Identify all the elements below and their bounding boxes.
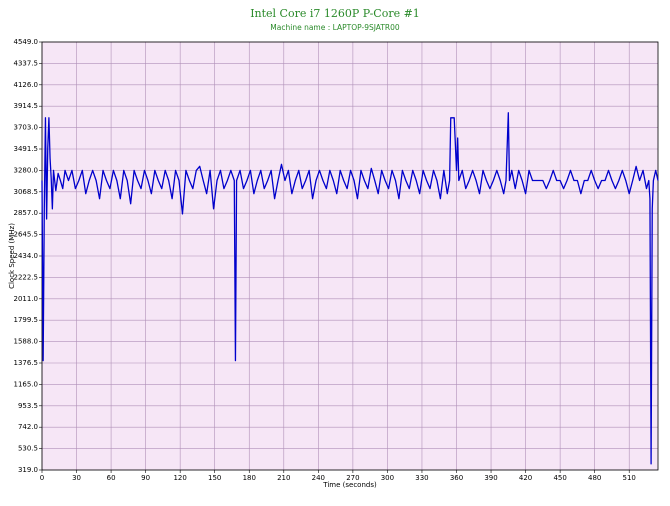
x-tick-label: 480 (588, 474, 601, 482)
y-tick-label: 2645.5 (14, 231, 39, 239)
y-tick-label: 1799.5 (14, 316, 39, 324)
x-tick-label: 450 (553, 474, 566, 482)
x-tick-label: 510 (623, 474, 636, 482)
x-tick-label: 330 (415, 474, 428, 482)
x-tick-label: 60 (107, 474, 116, 482)
x-axis-label: Time (seconds) (322, 481, 377, 489)
y-tick-label: 3280.0 (14, 166, 39, 174)
y-tick-label: 1588.0 (14, 338, 39, 346)
y-tick-label: 3068.5 (14, 188, 39, 196)
x-tick-label: 120 (173, 474, 186, 482)
y-tick-label: 1376.5 (14, 359, 39, 367)
y-tick-label: 530.5 (18, 445, 38, 453)
x-tick-label: 0 (40, 474, 44, 482)
y-tick-label: 2011.0 (14, 295, 39, 303)
chart-title: Intel Core i7 1260P P-Core #1 (250, 7, 420, 20)
y-tick-label: 1165.0 (14, 380, 39, 388)
y-tick-label: 3703.0 (14, 124, 39, 132)
x-tick-label: 180 (243, 474, 256, 482)
y-tick-label: 3491.5 (14, 145, 39, 153)
x-tick-label: 420 (519, 474, 532, 482)
x-tick-label: 150 (208, 474, 221, 482)
x-tick-label: 300 (381, 474, 394, 482)
data-line (41, 112, 659, 465)
y-axis-label: Clock Speed (MHz) (8, 223, 16, 289)
y-tick-label: 4549.0 (14, 38, 39, 46)
y-tick-label: 2222.5 (14, 273, 39, 281)
y-tick-label: 953.5 (18, 402, 38, 410)
chart-subtitle: Machine name : LAPTOP-9SJATR00 (270, 23, 400, 32)
x-tick-label: 90 (141, 474, 150, 482)
x-tick-label: 210 (277, 474, 290, 482)
y-tick-label: 742.0 (18, 423, 38, 431)
y-tick-label: 3914.5 (14, 102, 39, 110)
x-tick-label: 30 (72, 474, 81, 482)
x-tick-label: 360 (450, 474, 463, 482)
y-tick-label: 4337.5 (14, 59, 39, 67)
x-tick-label: 270 (346, 474, 359, 482)
y-tick-label: 2434.0 (14, 252, 39, 260)
x-tick-label: 390 (484, 474, 497, 482)
y-tick-label: 319.0 (18, 466, 38, 474)
x-tick-label: 240 (312, 474, 325, 482)
y-tick-label: 2857.0 (14, 209, 39, 217)
y-tick-label: 4126.0 (14, 81, 39, 89)
